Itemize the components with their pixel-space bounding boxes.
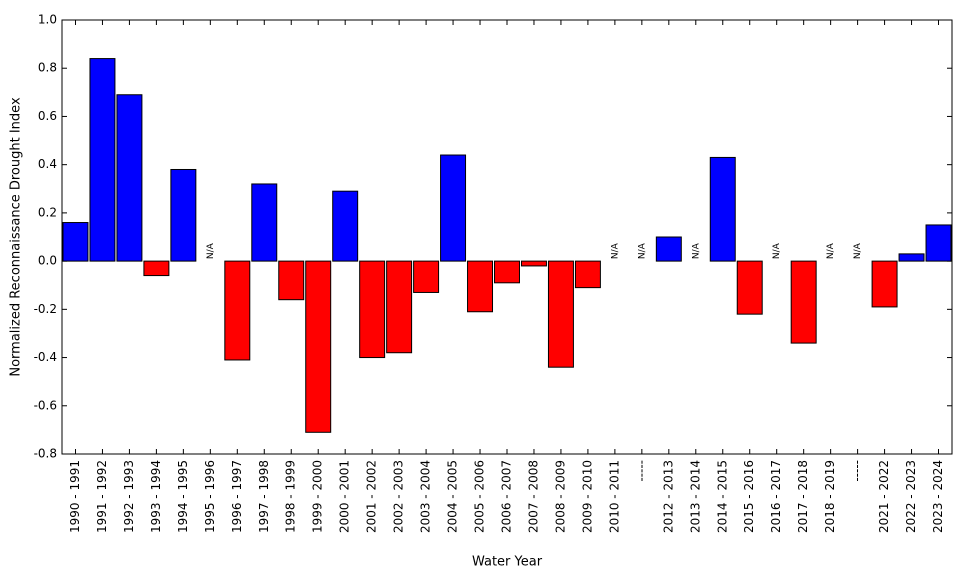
value-label: N/A: [691, 242, 701, 259]
bar: [332, 190, 359, 262]
x-tick-label: 2001 - 2002: [365, 460, 379, 533]
bar: [494, 260, 520, 284]
bar: [547, 260, 574, 368]
bar: [655, 236, 682, 262]
x-tick-label: 2014 - 2015: [715, 460, 729, 533]
x-tick-label: 2005 - 2006: [473, 460, 487, 533]
value-label: N/A: [772, 242, 782, 259]
x-tick-label: 1997 - 1998: [257, 460, 271, 533]
bar: [898, 253, 925, 262]
bar: [709, 156, 736, 262]
x-tick-label: 2000 - 2001: [338, 460, 352, 533]
x-tick-label: 2017 - 2018: [796, 460, 810, 533]
bar: [170, 168, 197, 262]
x-tick-label: -----: [850, 460, 864, 482]
x-tick-label: 2013 - 2014: [688, 460, 702, 533]
x-tick-label: 2003 - 2004: [419, 460, 433, 533]
plot-frame: [61, 19, 953, 455]
y-tick-label: 0.8: [38, 61, 57, 75]
bar: [790, 260, 817, 344]
bar: [736, 260, 763, 315]
bar: [520, 260, 547, 267]
bar: [224, 260, 251, 361]
x-tick-label: 1998 - 1999: [284, 460, 298, 533]
y-tick-label: -0.2: [34, 302, 57, 316]
y-tick-label: -0.6: [34, 398, 57, 412]
x-tick-label: 2018 - 2019: [823, 460, 837, 533]
y-tick-label: 0.4: [38, 157, 57, 171]
bar: [278, 260, 305, 301]
bar: [116, 94, 143, 262]
value-label: N/A: [637, 242, 647, 259]
x-tick-label: -----: [634, 460, 648, 482]
x-tick-label: 1993 - 1994: [149, 460, 163, 533]
y-tick-label: 0.6: [38, 109, 57, 123]
value-label: N/A: [853, 242, 863, 259]
x-tick-label: 2002 - 2003: [392, 460, 406, 533]
bar: [413, 260, 440, 293]
x-tick-label: 2004 - 2005: [446, 460, 460, 533]
x-tick-label: 1991 - 1992: [95, 460, 109, 533]
bar: [440, 154, 467, 262]
value-label: N/A: [610, 242, 620, 259]
bar: [143, 260, 170, 277]
x-axis-label: Water Year: [472, 555, 543, 570]
x-tick-label: 2010 - 2011: [607, 460, 621, 533]
x-tick-label: 2012 - 2013: [661, 460, 675, 533]
y-tick-label: -0.4: [34, 350, 57, 364]
y-tick-label: 0.0: [38, 254, 57, 268]
bar: [251, 183, 278, 262]
value-label: N/A: [826, 242, 836, 259]
x-tick-label: 1995 - 1996: [203, 460, 217, 533]
x-tick-label: 2007 - 2008: [526, 460, 540, 533]
x-tick-label: 2021 - 2022: [877, 460, 891, 533]
x-tick-label: 1994 - 1995: [176, 460, 190, 533]
bar: [386, 260, 413, 354]
x-tick-label: 1990 - 1991: [68, 460, 82, 533]
y-tick-label: 1.0: [38, 13, 57, 27]
x-tick-label: 1992 - 1993: [122, 460, 136, 533]
x-tick-label: 2015 - 2016: [742, 460, 756, 533]
bar: [467, 260, 494, 313]
x-tick-label: 2009 - 2010: [580, 460, 594, 533]
x-tick-label: 2023 - 2024: [931, 460, 945, 533]
y-tick-label: -0.8: [34, 447, 57, 461]
y-tick-label: 0.2: [38, 205, 57, 219]
x-tick-label: 1996 - 1997: [230, 460, 244, 533]
bar: [62, 222, 89, 262]
x-tick-label: 2008 - 2009: [553, 460, 567, 533]
y-axis-label: Normalized Reconnaissance Drought Index: [9, 97, 24, 377]
bar: [925, 224, 952, 262]
bar: [305, 260, 332, 433]
bar: [89, 58, 116, 262]
x-tick-label: 1999 - 2000: [311, 460, 325, 533]
bar: [359, 260, 386, 359]
x-tick-label: 2022 - 2023: [904, 460, 918, 533]
bar: [871, 260, 898, 308]
bar: [574, 260, 601, 289]
x-tick-label: 2016 - 2017: [769, 460, 783, 533]
x-tick-label: 2006 - 2007: [500, 460, 514, 533]
value-label: N/A: [206, 242, 216, 259]
